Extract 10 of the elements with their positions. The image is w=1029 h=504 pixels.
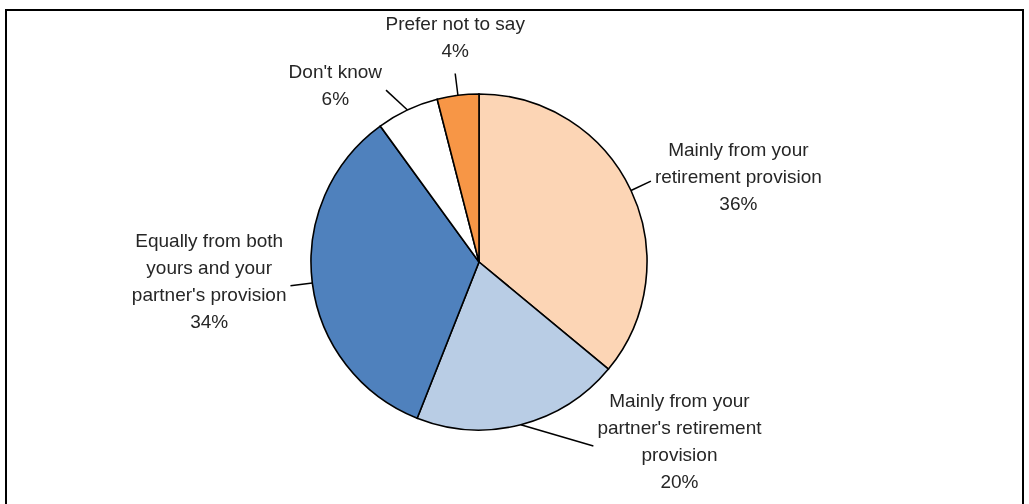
slice-label: Don't know xyxy=(288,61,383,83)
data-label: 6% xyxy=(321,88,350,110)
slice-label: Prefer not to say xyxy=(385,13,526,35)
slice-label: Mainly from your retirement provision xyxy=(654,138,822,187)
data-label: 4% xyxy=(441,40,470,62)
data-label: 20% xyxy=(660,471,699,493)
data-label: 36% xyxy=(719,192,758,214)
data-label: 34% xyxy=(190,310,229,332)
slice-label: Equally from both yours and your partner's provision xyxy=(131,229,287,305)
slice-label: Mainly from your partner's retirement provision xyxy=(597,390,763,466)
